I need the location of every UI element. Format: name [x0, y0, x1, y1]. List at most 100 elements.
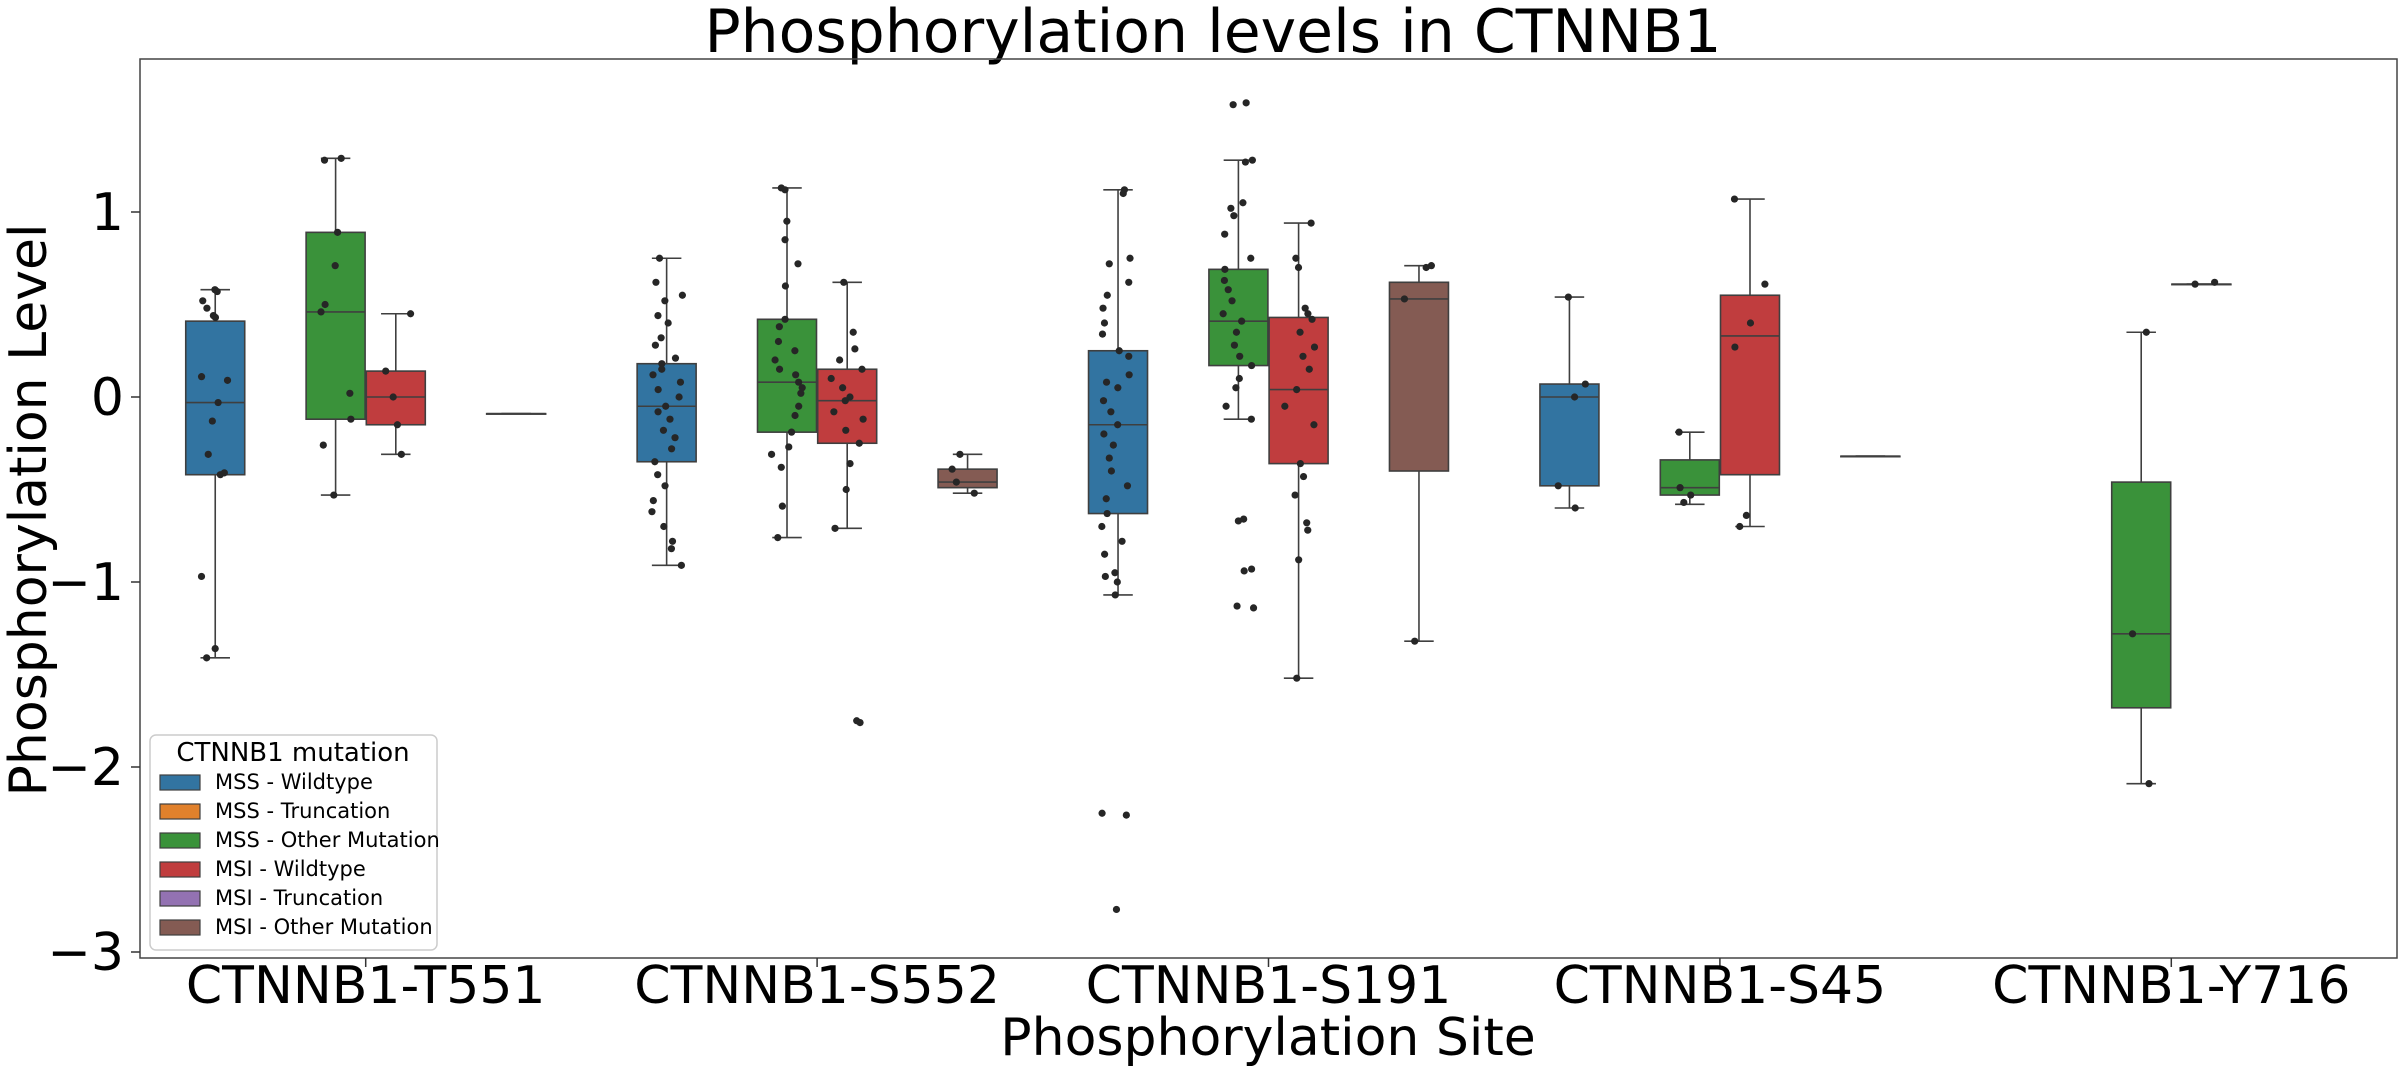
data-point	[849, 328, 857, 336]
data-point	[654, 312, 662, 320]
data-point	[781, 186, 789, 194]
box-ctnnb1-s552-msi-wildtype	[816, 278, 878, 727]
data-point	[2211, 278, 2219, 286]
x-tick-label: CTNNB1-S191	[1086, 956, 1452, 1016]
data-point	[792, 371, 800, 379]
legend-swatch	[159, 803, 201, 820]
data-point	[213, 287, 221, 296]
data-point	[1676, 484, 1684, 492]
data-point	[1310, 343, 1319, 351]
legend-title: CTNNB1 mutation	[176, 738, 409, 768]
data-point	[1101, 572, 1109, 581]
data-point	[321, 300, 329, 309]
data-point	[333, 228, 342, 236]
data-point	[797, 389, 805, 397]
box-iqr	[1388, 281, 1450, 472]
box-iqr	[756, 318, 818, 433]
data-point	[1125, 278, 1133, 286]
x-axis-label: Phosphorylation Site	[1000, 1008, 1535, 1068]
data-point	[214, 398, 222, 407]
data-point	[1099, 397, 1108, 405]
data-point	[1122, 811, 1130, 819]
legend-label: MSS - Truncation	[215, 799, 390, 823]
data-point	[658, 365, 666, 373]
data-point	[1680, 498, 1688, 507]
data-point	[795, 402, 803, 410]
box-iqr	[1539, 383, 1600, 487]
box-ctnnb1-s45-mss-wildtype	[1539, 293, 1600, 512]
box-ctnnb1-t551-msi-other-mutation	[485, 412, 547, 415]
data-point	[1220, 276, 1229, 285]
data-point	[839, 384, 847, 392]
data-point	[197, 373, 206, 381]
data-point	[1570, 393, 1579, 401]
data-point	[1303, 519, 1311, 527]
legend-label: MSI - Wildtype	[215, 857, 366, 881]
data-point	[1228, 297, 1236, 305]
box-iqr	[1659, 459, 1721, 496]
data-point	[651, 341, 659, 349]
data-point	[330, 491, 338, 499]
y-tick-label: 1	[91, 183, 124, 243]
data-point	[667, 545, 675, 553]
data-point	[1227, 204, 1235, 212]
data-point	[952, 478, 960, 486]
data-point	[1099, 304, 1107, 312]
data-point	[397, 450, 405, 458]
data-point	[1304, 310, 1312, 318]
data-point	[767, 450, 776, 458]
data-point	[791, 347, 799, 355]
data-point	[654, 408, 662, 416]
data-point	[1221, 230, 1229, 238]
data-point	[787, 428, 796, 436]
data-point	[216, 471, 224, 479]
data-point	[662, 402, 670, 410]
data-point	[1232, 384, 1240, 392]
data-point	[1299, 472, 1308, 481]
legend-entries: MSS - Wildtype MSS - Truncation MSS - Othe…	[159, 770, 440, 939]
data-point	[1102, 495, 1110, 503]
data-point	[1400, 295, 1409, 303]
box-ctnnb1-s45-msi-other-mutation	[1840, 455, 1901, 458]
data-point	[1295, 556, 1303, 564]
legend-label: MSS - Other Mutation	[215, 828, 440, 852]
data-point	[1240, 567, 1248, 575]
data-point	[677, 561, 685, 569]
data-point	[320, 156, 329, 164]
data-point	[831, 524, 839, 532]
data-point	[1675, 428, 1683, 436]
data-point	[1234, 517, 1242, 525]
data-point	[211, 313, 220, 322]
box-ctnnb1-s45-mss-other-mutation	[1659, 428, 1721, 507]
data-point	[791, 411, 799, 420]
legend-swatch	[159, 861, 201, 878]
data-point	[1230, 341, 1239, 349]
data-point	[1100, 430, 1108, 438]
data-point	[1107, 408, 1115, 416]
data-point	[652, 278, 660, 286]
data-point	[1100, 319, 1109, 327]
data-point	[1247, 565, 1256, 573]
data-point	[858, 365, 866, 373]
data-point	[1299, 352, 1307, 360]
data-point	[774, 534, 782, 542]
data-point	[775, 365, 784, 373]
data-point	[208, 417, 216, 425]
box-iqr	[2110, 481, 2172, 709]
data-point	[648, 508, 656, 516]
data-point	[1292, 254, 1300, 262]
data-point	[970, 489, 978, 497]
plot-area	[184, 99, 2232, 914]
data-point	[204, 450, 212, 458]
data-point	[671, 434, 679, 442]
x-tick-label: CTNNB1-S45	[1554, 956, 1887, 1016]
data-point	[1291, 491, 1299, 499]
data-point	[1098, 809, 1106, 817]
data-point	[1219, 310, 1227, 318]
data-point	[794, 260, 802, 268]
data-point	[654, 386, 662, 394]
data-point	[1098, 330, 1107, 338]
legend-entry: MSS - Truncation	[159, 799, 390, 823]
box-iqr	[937, 468, 998, 489]
data-point	[1687, 491, 1695, 499]
